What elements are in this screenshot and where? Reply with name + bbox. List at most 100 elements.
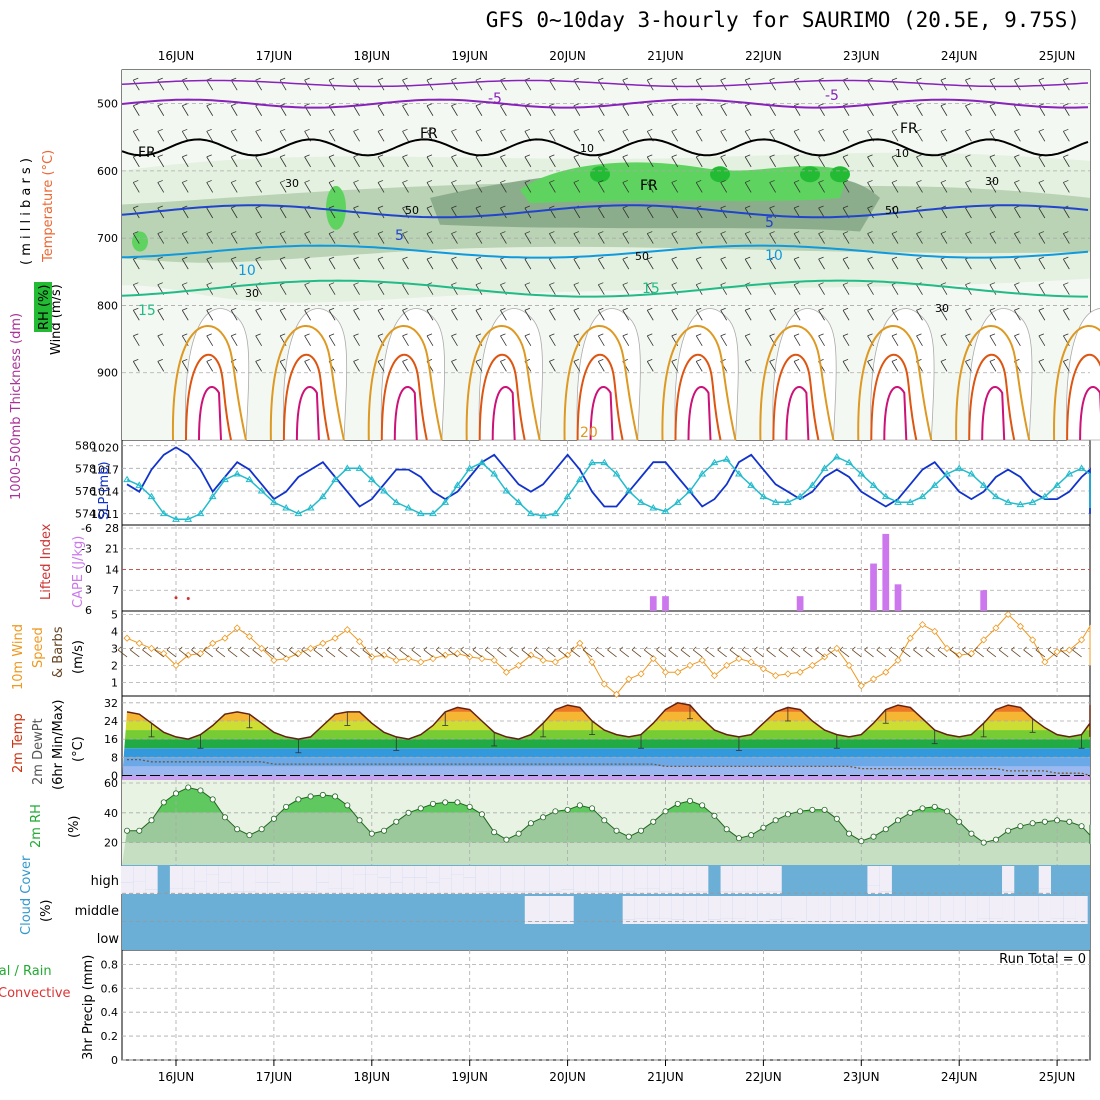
wind-speed-point [221, 634, 229, 642]
wind-barb [1014, 77, 1021, 91]
wind-barb [619, 646, 630, 658]
wind-speed-point [404, 655, 413, 663]
wind-speed-point [343, 626, 351, 634]
isotherm-20 [1053, 325, 1100, 441]
cloud-layer-bar [683, 921, 697, 924]
rh-point [148, 817, 155, 824]
temp-tick-label: 8 [111, 751, 118, 764]
wind-barb [206, 256, 214, 270]
wind-barb [646, 333, 654, 347]
cloud-layer-bar [708, 919, 721, 924]
wind-barb [729, 646, 740, 658]
wind-speed-point [135, 639, 143, 647]
cloud-layer-bar [1038, 921, 1051, 924]
wind-speed-point [723, 661, 731, 669]
cloud-layer-bar [1050, 918, 1064, 924]
wind-speed-point [172, 661, 180, 669]
rh-point [931, 803, 938, 810]
wind-speed-point [233, 624, 241, 632]
cloud-layer-bar [145, 889, 158, 894]
wind-barb [132, 128, 140, 142]
wind-barb [842, 282, 850, 295]
cloud-gap [720, 866, 733, 892]
rh-point [1054, 817, 1061, 824]
wind-barb [842, 256, 850, 270]
wind-barb [867, 77, 874, 91]
rh-point [711, 812, 718, 819]
thickness-point [416, 509, 425, 517]
wind-barb [350, 646, 360, 658]
wind-barb [622, 256, 630, 270]
rh-point [662, 808, 669, 815]
thickness-point [710, 458, 719, 466]
wind-speed-point [478, 655, 486, 663]
wind-barb [206, 103, 214, 116]
cloud-gap [182, 866, 195, 889]
wind-speed-point [649, 655, 657, 663]
rh-point [491, 829, 498, 836]
wind-barb [132, 333, 140, 347]
thickness-point [551, 509, 560, 517]
wind-speed-point [1053, 648, 1061, 656]
cloud-gap [573, 866, 586, 892]
cloud-layer-bar [940, 921, 954, 924]
cloud-gap [659, 896, 672, 919]
wind-barb [426, 103, 434, 116]
cloud-layer-bar [218, 882, 232, 894]
rh-point [1041, 818, 1048, 825]
wind-barb [989, 333, 997, 347]
rh-point [246, 832, 253, 839]
thickness-point [208, 492, 217, 500]
thickness-point [649, 504, 658, 511]
thickness-tick-label: 580 [75, 440, 96, 453]
cloud-gap [414, 866, 427, 878]
wind-barb [399, 646, 409, 658]
isotherm-20 [269, 325, 345, 441]
wind-barb [622, 128, 630, 142]
wind-tick-label: 1 [111, 676, 118, 689]
wind-barb [695, 103, 703, 116]
cloud-gap [683, 896, 697, 922]
wind-barb [206, 154, 214, 168]
wind-barb [230, 103, 238, 116]
isotherm-10 [121, 244, 1089, 259]
temp-color-band [122, 748, 1090, 758]
cape-tick-label: 28 [105, 522, 119, 535]
wind-barb [279, 307, 287, 321]
wind-barb [377, 128, 385, 142]
isotherm-25 [674, 353, 722, 441]
wind-barb [720, 180, 728, 193]
cloud-layer-bar [610, 891, 623, 894]
li-tick-label: 6 [85, 604, 92, 617]
li-tick-label: -6 [81, 522, 92, 535]
rh-point [735, 835, 742, 842]
thickness-point [686, 487, 694, 494]
cloud-layer-bar [390, 882, 403, 894]
wind-barb [916, 333, 923, 347]
wind-barb [570, 646, 581, 658]
isotherm-20 [955, 325, 1031, 441]
wind-barb [937, 646, 948, 658]
wind-barb [1038, 231, 1046, 244]
wind-barb [451, 333, 458, 347]
isotherm-25 [576, 353, 624, 441]
wind-barb [130, 646, 140, 658]
cloud-layer-bar [549, 921, 562, 924]
thickness-point [992, 492, 1000, 500]
wind-barb [867, 154, 874, 168]
isotherm-label: 10 [238, 263, 256, 279]
wind-barb [279, 359, 287, 372]
temp-color-band [122, 730, 1090, 740]
cloud-gap [267, 866, 281, 883]
cloud-gap [965, 896, 978, 922]
wind-barb [744, 333, 752, 347]
date-label-bottom: 16JUN [158, 1070, 195, 1084]
wind-barb [402, 256, 409, 270]
rh-point [1029, 820, 1036, 827]
wind-barb [986, 646, 997, 658]
wind-barb [940, 180, 948, 193]
wind-barb [402, 333, 409, 347]
wind-speed-point [245, 632, 253, 641]
wind-barb [867, 359, 874, 372]
thickness-point [233, 470, 242, 477]
